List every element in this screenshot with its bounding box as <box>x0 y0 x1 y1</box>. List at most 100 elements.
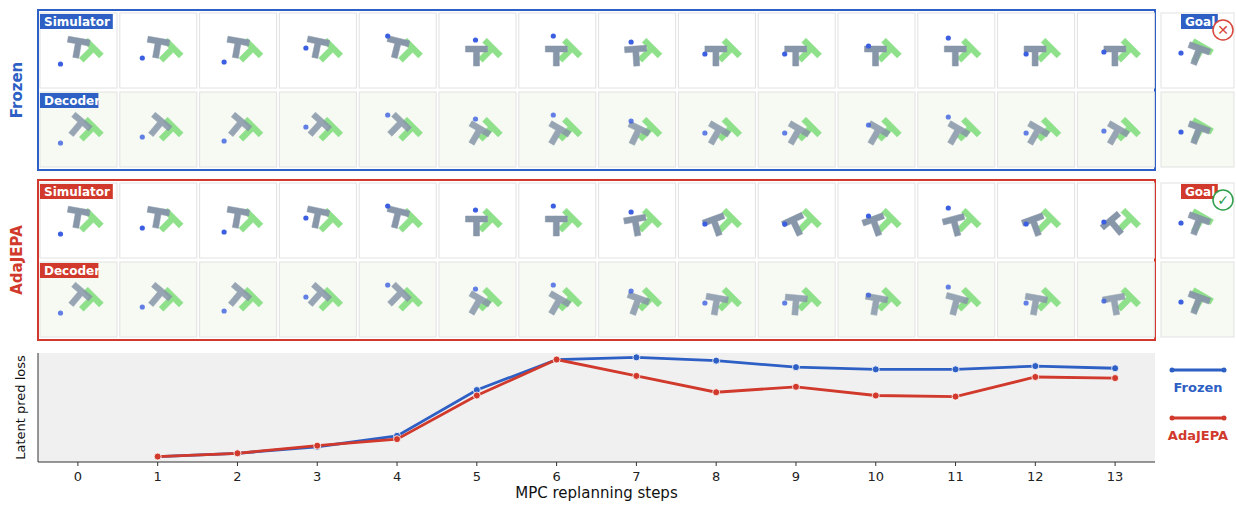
x-tick-label: 5 <box>473 469 481 484</box>
frame-bg <box>439 183 516 258</box>
frame-tile <box>998 262 1075 337</box>
series-point <box>473 392 480 399</box>
block <box>1183 291 1211 317</box>
frame-bg <box>758 92 835 167</box>
legend-marker <box>1222 416 1227 421</box>
block <box>942 213 968 238</box>
frame-tile <box>599 92 676 167</box>
agent <box>946 205 951 210</box>
legend-marker <box>1170 416 1175 421</box>
status-badge <box>1213 190 1233 210</box>
frame-bg <box>200 92 277 167</box>
x-tick-label: 4 <box>393 469 401 484</box>
frame-bg <box>998 183 1075 258</box>
block <box>542 291 571 319</box>
tag-bg <box>1181 14 1218 29</box>
block <box>384 206 410 231</box>
block <box>545 216 567 236</box>
frame-bg <box>678 92 755 167</box>
block <box>1104 46 1126 66</box>
block <box>462 291 491 319</box>
block <box>222 112 252 141</box>
frame-bg <box>279 13 356 88</box>
agent <box>1101 49 1106 54</box>
frame-tile <box>40 13 117 88</box>
block <box>304 36 330 60</box>
agent <box>551 203 556 208</box>
block <box>865 46 887 66</box>
frame-tile <box>1077 262 1154 337</box>
block <box>1183 121 1211 147</box>
frame-tile <box>1077 13 1154 88</box>
goal-tile <box>1161 92 1234 167</box>
agent <box>303 124 308 129</box>
frame-bg <box>1161 13 1234 88</box>
frame-bg <box>439 262 516 337</box>
agent <box>140 134 145 139</box>
agent <box>702 130 707 135</box>
frame-bg <box>519 92 596 167</box>
frame-tile <box>359 92 436 167</box>
agent <box>946 284 951 289</box>
series-point <box>314 442 321 449</box>
track-tag: Decoder <box>40 93 100 108</box>
block <box>1021 121 1050 149</box>
frame-bg <box>279 262 356 337</box>
frame-bg <box>998 92 1075 167</box>
frame-bg <box>1161 262 1234 337</box>
agent <box>629 39 634 44</box>
frame-tile <box>838 183 915 258</box>
agent <box>702 300 707 305</box>
series-point <box>872 392 879 399</box>
agent <box>303 45 308 50</box>
x-tick <box>476 462 477 466</box>
frame-tile <box>678 92 755 167</box>
frame-tile <box>918 262 995 337</box>
series-point <box>633 372 640 379</box>
x-tick-label: 12 <box>1027 469 1044 484</box>
series-point <box>154 453 161 460</box>
frame-tile <box>758 13 835 88</box>
agent <box>140 225 145 230</box>
status-icon: ✓ <box>1217 192 1229 208</box>
agent <box>385 203 390 208</box>
frame-tile <box>279 92 356 167</box>
frame-tile <box>838 13 915 88</box>
goal-label: Goal <box>1185 185 1215 199</box>
block <box>145 206 170 230</box>
frame-tile <box>678 183 755 258</box>
x-tick-label: 6 <box>552 469 560 484</box>
agent <box>58 310 63 315</box>
block <box>145 36 170 60</box>
block <box>785 46 807 66</box>
frame-bg <box>758 13 835 88</box>
x-tick <box>955 462 956 466</box>
tag-bg <box>1181 184 1218 199</box>
goal-label: Goal <box>1185 15 1215 29</box>
agent <box>866 122 871 127</box>
frame-tile <box>359 13 436 88</box>
block <box>781 121 810 149</box>
agent <box>866 292 871 297</box>
agent <box>702 221 707 226</box>
frame-tile <box>120 92 197 167</box>
frame-bg <box>838 262 915 337</box>
frame-bg <box>359 13 436 88</box>
frame-tile <box>758 262 835 337</box>
x-tick <box>1035 462 1036 466</box>
legend-label: Frozen <box>1173 380 1222 395</box>
block <box>302 112 332 142</box>
frame-tile <box>359 183 436 258</box>
x-tick-label: 11 <box>947 469 964 484</box>
frame-tile <box>998 13 1075 88</box>
track-tag: Simulator <box>40 14 113 29</box>
x-tick <box>875 462 876 466</box>
frame-tile <box>678 262 755 337</box>
frame-bg <box>758 183 835 258</box>
x-tick-label: 7 <box>632 469 640 484</box>
frame-tile <box>200 262 277 337</box>
frame-tile <box>40 262 117 337</box>
frame-bg <box>359 92 436 167</box>
frame-bg <box>359 262 436 337</box>
frame-bg <box>599 183 676 258</box>
